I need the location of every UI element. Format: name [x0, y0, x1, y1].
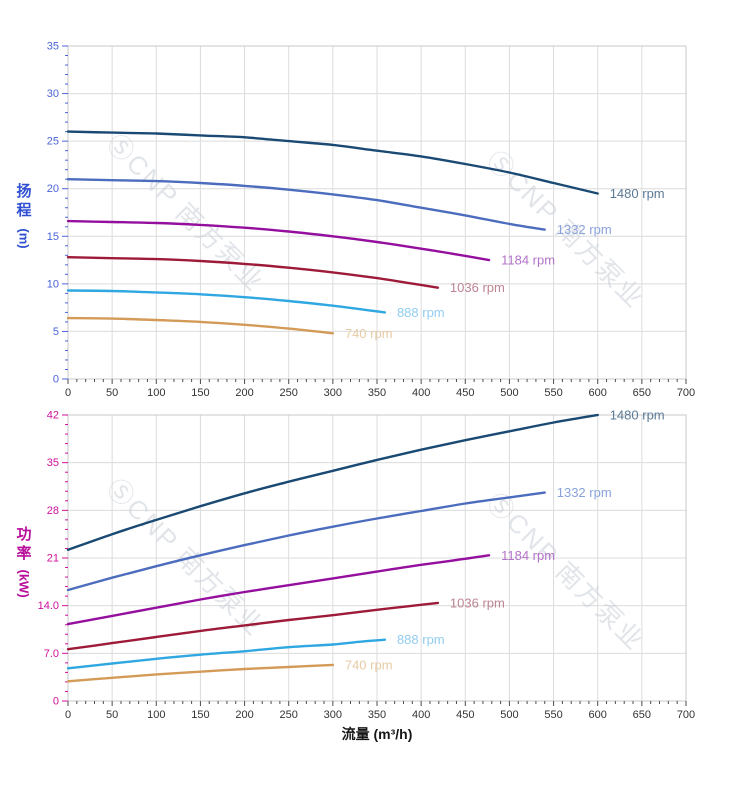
flow-tick-label: 150 [191, 709, 209, 721]
power-axis-unit: (kW) [16, 569, 32, 598]
flow-tick-label: 100 [147, 387, 165, 399]
y-tick-label: 25 [47, 136, 59, 148]
curve-1184-rpm [66, 554, 491, 626]
flow-tick-label: 600 [589, 387, 607, 399]
y-tick-label: 0 [53, 374, 59, 386]
curve-label-888-rpm: 888 rpm [397, 632, 445, 647]
flow-tick-label: 400 [412, 387, 430, 399]
y-tick-label: 0 [53, 696, 59, 708]
y-tick-label: 5 [53, 326, 59, 338]
y-tick-label: 35 [47, 457, 59, 469]
curve-label-740-rpm: 740 rpm [345, 657, 393, 672]
power-axis-label: 功率 [16, 526, 32, 562]
flow-tick-label: 300 [324, 387, 342, 399]
curve-label-1036-rpm: 1036 rpm [450, 280, 505, 295]
curve-740-rpm [66, 316, 335, 335]
flow-tick-label: 50 [106, 387, 118, 399]
flow-tick-label: 650 [633, 387, 651, 399]
curve-888-rpm [66, 638, 387, 670]
y-tick-label: 14.0 [38, 600, 59, 612]
flow-tick-label: 50 [106, 709, 118, 721]
flow-tick-label: 250 [280, 387, 298, 399]
flow-tick-label: 200 [235, 387, 253, 399]
flow-tick-label: 350 [368, 709, 386, 721]
brand-watermark: ⓈCNP 南方泵业 [481, 487, 650, 656]
flow-tick-label: 450 [456, 387, 474, 399]
curve-label-1036-rpm: 1036 rpm [450, 595, 505, 610]
curve-1332-rpm [66, 491, 546, 592]
curve-1332-rpm [66, 178, 546, 231]
flow-tick-label: 200 [235, 709, 253, 721]
y-tick-label: 30 [47, 88, 59, 100]
flow-tick-label: 400 [412, 709, 430, 721]
y-tick-label: 20 [47, 183, 59, 195]
curve-label-1332-rpm: 1332 rpm [557, 485, 612, 500]
curve-label-1332-rpm: 1332 rpm [557, 222, 612, 237]
curve-1480-rpm [66, 413, 599, 551]
flow-tick-label: 150 [191, 387, 209, 399]
curve-label-1184-rpm: 1184 rpm [501, 253, 555, 268]
flow-tick-label: 450 [456, 709, 474, 721]
flow-tick-label: 600 [589, 709, 607, 721]
head-axis-label: 扬程 [16, 183, 32, 219]
curve-label-888-rpm: 888 rpm [397, 305, 445, 320]
curve-label-1480-rpm: 1480 rpm [610, 186, 665, 201]
flow-tick-label: 300 [324, 709, 342, 721]
curve-label-1480-rpm: 1480 rpm [610, 408, 665, 423]
flow-tick-label: 350 [368, 387, 386, 399]
flow-tick-label: 250 [280, 709, 298, 721]
y-tick-label: 28 [47, 505, 59, 517]
flow-axis-title: 流量 (m³/h) [341, 726, 413, 742]
flow-tick-label: 0 [65, 387, 71, 399]
curve-1036-rpm [66, 256, 440, 289]
flow-tick-label: 500 [500, 709, 518, 721]
curve-label-740-rpm: 740 rpm [345, 326, 393, 341]
flow-tick-label: 700 [677, 709, 695, 721]
curve-1480-rpm [66, 130, 599, 195]
flow-tick-label: 500 [500, 387, 518, 399]
y-tick-label: 42 [47, 410, 59, 422]
y-tick-label: 10 [47, 278, 59, 290]
flow-tick-label: 550 [544, 709, 562, 721]
head-axis-unit: (m) [16, 227, 32, 249]
flow-tick-label: 550 [544, 387, 562, 399]
head-axis-title: 扬程 (m) [12, 183, 36, 248]
curve-740-rpm [66, 663, 335, 683]
curve-888-rpm [66, 289, 387, 314]
y-tick-label: 35 [47, 41, 59, 53]
curve-label-1184-rpm: 1184 rpm [501, 548, 555, 563]
y-tick-label: 7.0 [44, 648, 59, 660]
y-tick-label: 21 [47, 553, 59, 565]
flow-tick-label: 650 [633, 709, 651, 721]
curve-1184-rpm [66, 219, 491, 262]
power-axis-title: 功率 (kW) [12, 526, 36, 597]
curve-1036-rpm [66, 601, 440, 651]
flow-tick-label: 0 [65, 709, 71, 721]
flow-tick-label: 700 [677, 387, 695, 399]
flow-tick-label: 100 [147, 709, 165, 721]
y-tick-label: 15 [47, 231, 59, 243]
